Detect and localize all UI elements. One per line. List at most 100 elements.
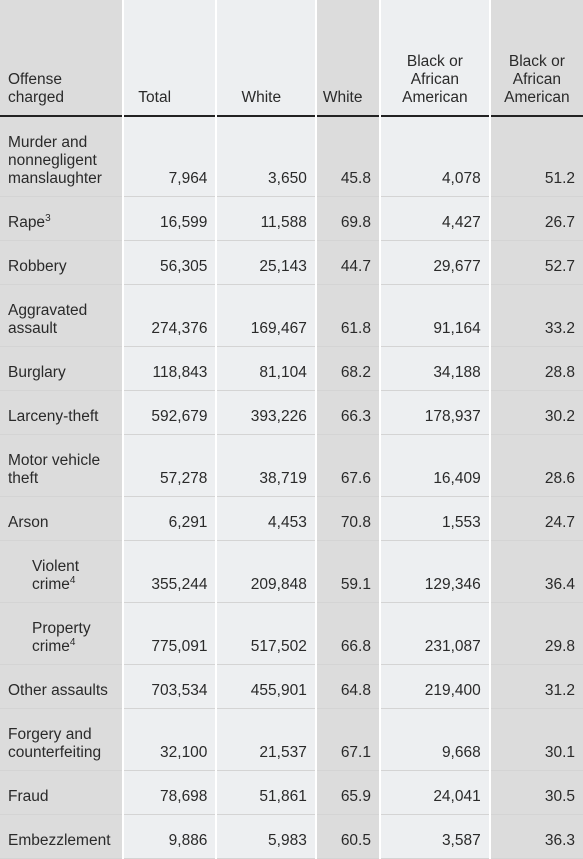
black-percent-cell: 28.6 — [490, 435, 583, 497]
total-cell: 16,599 — [124, 197, 216, 241]
black-cell: 34,188 — [380, 347, 489, 391]
table-row: Larceny-theft 592,679 393,226 66.3 178,9… — [0, 391, 583, 435]
offense-cell: Embezzlement — [0, 815, 123, 859]
total-cell: 6,291 — [124, 497, 216, 541]
white-cell: 25,143 — [217, 241, 315, 285]
white-percent-cell: 67.6 — [316, 435, 379, 497]
white-cell: 4,453 — [217, 497, 315, 541]
offense-cell: Robbery — [0, 241, 123, 285]
black-percent-cell: 36.3 — [490, 815, 583, 859]
table-row: Robbery 56,305 25,143 44.7 29,677 52.7 — [0, 241, 583, 285]
offense-label: Violent crime — [32, 558, 80, 593]
black-percent-cell: 29.8 — [490, 603, 583, 665]
header-total: Total — [124, 0, 216, 117]
black-cell: 16,409 — [380, 435, 489, 497]
header-black-percent: Black or African American — [490, 0, 583, 117]
white-cell: 11,588 — [217, 197, 315, 241]
white-percent-cell: 65.9 — [316, 771, 379, 815]
table-row: Murder and nonnegligent manslaughter 7,9… — [0, 117, 583, 197]
black-cell: 3,587 — [380, 815, 489, 859]
table-row: Embezzlement 9,886 5,983 60.5 3,587 36.3 — [0, 815, 583, 859]
black-cell: 1,553 — [380, 497, 489, 541]
offense-cell: Property crime4 — [0, 603, 123, 665]
header-white: White — [217, 0, 315, 117]
total-cell: 78,698 — [124, 771, 216, 815]
white-percent-cell: 59.1 — [316, 541, 379, 603]
offense-cell: Murder and nonnegligent manslaughter — [0, 117, 123, 197]
black-percent-cell: 31.2 — [490, 665, 583, 709]
table-row: Property crime4 775,091 517,502 66.8 231… — [0, 603, 583, 665]
white-cell: 5,983 — [217, 815, 315, 859]
white-cell: 209,848 — [217, 541, 315, 603]
white-percent-cell: 67.1 — [316, 709, 379, 771]
black-cell: 4,427 — [380, 197, 489, 241]
offense-cell: Rape3 — [0, 197, 123, 241]
black-cell: 24,041 — [380, 771, 489, 815]
black-percent-cell: 30.2 — [490, 391, 583, 435]
footnote-marker: 3 — [45, 212, 51, 224]
offense-cell: Larceny-theft — [0, 391, 123, 435]
white-cell: 51,861 — [217, 771, 315, 815]
footnote-marker: 4 — [69, 636, 76, 648]
footnote-marker: 4 — [69, 574, 76, 586]
white-percent-cell: 44.7 — [316, 241, 379, 285]
white-percent-cell: 68.2 — [316, 347, 379, 391]
total-cell: 9,886 — [124, 815, 216, 859]
white-percent-cell: 64.8 — [316, 665, 379, 709]
white-percent-cell: 70.8 — [316, 497, 379, 541]
offense-cell: Motor vehicle theft — [0, 435, 123, 497]
total-cell: 118,843 — [124, 347, 216, 391]
total-cell: 775,091 — [124, 603, 216, 665]
offense-cell: Fraud — [0, 771, 123, 815]
offense-cell: Aggravated assault — [0, 285, 123, 347]
black-percent-cell: 52.7 — [490, 241, 583, 285]
white-percent-cell: 66.3 — [316, 391, 379, 435]
white-cell: 517,502 — [217, 603, 315, 665]
table-row: Burglary 118,843 81,104 68.2 34,188 28.8 — [0, 347, 583, 391]
total-cell: 56,305 — [124, 241, 216, 285]
header-row: Offense charged Total White White Black … — [0, 0, 583, 117]
black-percent-cell: 30.1 — [490, 709, 583, 771]
black-cell: 91,164 — [380, 285, 489, 347]
offense-cell: Violent crime4 — [0, 541, 123, 603]
black-percent-cell: 28.8 — [490, 347, 583, 391]
table-row: Other assaults 703,534 455,901 64.8 219,… — [0, 665, 583, 709]
table-row: Forgery and counterfeiting 32,100 21,537… — [0, 709, 583, 771]
header-white-percent: White — [316, 0, 379, 117]
offense-cell: Forgery and counterfeiting — [0, 709, 123, 771]
white-cell: 21,537 — [217, 709, 315, 771]
black-percent-cell: 33.2 — [490, 285, 583, 347]
table-row: Aggravated assault 274,376 169,467 61.8 … — [0, 285, 583, 347]
header-offense: Offense charged — [0, 0, 123, 117]
black-cell: 29,677 — [380, 241, 489, 285]
offense-label: Rape — [8, 214, 46, 231]
white-percent-cell: 45.8 — [316, 117, 379, 197]
white-percent-cell: 66.8 — [316, 603, 379, 665]
total-cell: 274,376 — [124, 285, 216, 347]
white-percent-cell: 60.5 — [316, 815, 379, 859]
white-cell: 169,467 — [217, 285, 315, 347]
offense-cell: Burglary — [0, 347, 123, 391]
white-cell: 3,650 — [217, 117, 315, 197]
black-cell: 219,400 — [380, 665, 489, 709]
table-row: Fraud 78,698 51,861 65.9 24,041 30.5 — [0, 771, 583, 815]
black-cell: 231,087 — [380, 603, 489, 665]
black-percent-cell: 51.2 — [490, 117, 583, 197]
table-row: Motor vehicle theft 57,278 38,719 67.6 1… — [0, 435, 583, 497]
header-black: Black or African American — [380, 0, 489, 117]
offense-label: Property crime — [32, 620, 91, 655]
black-percent-cell: 36.4 — [490, 541, 583, 603]
white-cell: 393,226 — [217, 391, 315, 435]
black-cell: 129,346 — [380, 541, 489, 603]
total-cell: 7,964 — [124, 117, 216, 197]
white-percent-cell: 69.8 — [316, 197, 379, 241]
total-cell: 592,679 — [124, 391, 216, 435]
black-percent-cell: 30.5 — [490, 771, 583, 815]
black-cell: 178,937 — [380, 391, 489, 435]
total-cell: 703,534 — [124, 665, 216, 709]
table-row: Violent crime4 355,244 209,848 59.1 129,… — [0, 541, 583, 603]
offense-cell: Arson — [0, 497, 123, 541]
table-row: Arson 6,291 4,453 70.8 1,553 24.7 — [0, 497, 583, 541]
white-cell: 455,901 — [217, 665, 315, 709]
